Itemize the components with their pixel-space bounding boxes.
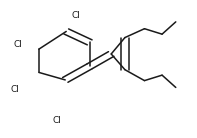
Text: Cl: Cl [72,10,80,20]
Text: Cl: Cl [14,40,23,49]
Text: Cl: Cl [52,116,61,125]
Text: Cl: Cl [11,85,20,94]
